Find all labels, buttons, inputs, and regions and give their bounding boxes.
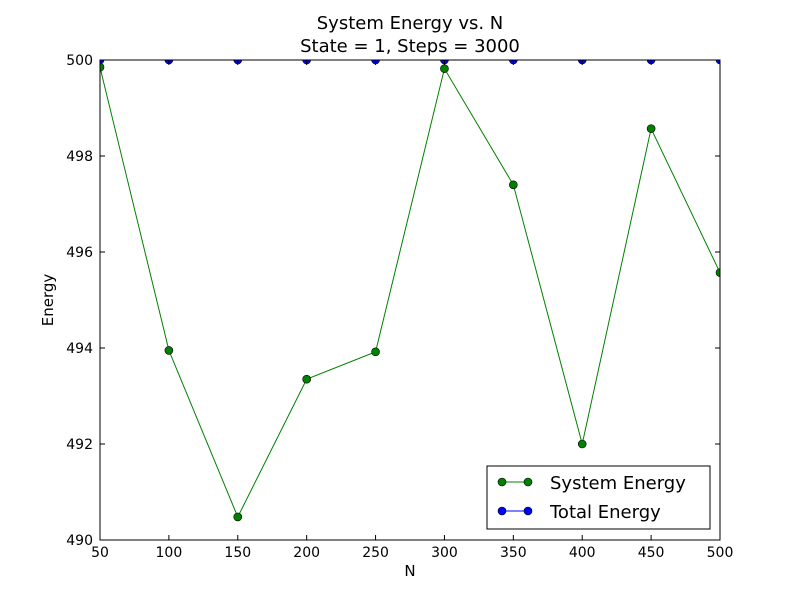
x-axis-label: N — [404, 562, 415, 580]
x-tick-label: 300 — [431, 545, 458, 561]
legend-label-total-energy: Total Energy — [549, 502, 661, 523]
x-tick-label: 100 — [156, 545, 183, 561]
x-tick-label: 250 — [362, 545, 389, 561]
chart-title: System Energy vs. N — [317, 13, 504, 34]
data-point-total-energy — [715, 60, 720, 65]
x-tick-label: 200 — [293, 545, 320, 561]
data-point-system-energy — [371, 347, 380, 357]
x-tick-label: 400 — [569, 545, 596, 561]
y-tick-label: 494 — [66, 341, 93, 357]
x-tick-label: 450 — [638, 545, 665, 561]
y-axis-label: Energy — [39, 274, 57, 327]
x-tick-label: 150 — [224, 545, 251, 561]
data-point-system-energy — [233, 512, 243, 522]
y-tick-label: 500 — [66, 53, 93, 69]
legend-swatch-marker-system-energy — [523, 477, 533, 487]
series-line-system-energy — [100, 67, 720, 519]
data-point-system-energy — [440, 64, 449, 73]
chart-subtitle: State = 1, Steps = 3000 — [300, 36, 520, 57]
legend-box — [486, 465, 711, 530]
data-point-system-energy — [577, 439, 587, 449]
legend-swatch-marker-total-energy — [497, 506, 507, 516]
plot-frame — [99, 59, 721, 541]
y-tick-label: 498 — [66, 149, 93, 165]
y-tick-label: 490 — [66, 533, 93, 549]
data-point-total-energy — [100, 60, 105, 65]
data-point-system-energy — [646, 124, 656, 133]
x-tick-label: 50 — [91, 545, 109, 561]
legend-label-system-energy: System Energy — [550, 473, 686, 494]
data-point-system-energy — [509, 180, 518, 190]
legend-swatch-marker-total-energy — [523, 506, 533, 516]
data-point-system-energy — [100, 62, 105, 72]
data-point-system-energy — [715, 268, 720, 277]
axis-ticks: 50 100 150 200 250 300 350 400 450 500 490 492 494 49… — [66, 53, 733, 561]
legend: System Energy Total Energy — [486, 465, 711, 530]
x-tick-label: 500 — [707, 545, 734, 561]
y-tick-label: 496 — [66, 245, 93, 261]
legend-swatch-marker-system-energy — [497, 477, 507, 487]
data-point-system-energy — [302, 374, 311, 384]
x-tick-label: 350 — [500, 545, 527, 561]
data-point-system-energy — [164, 346, 174, 355]
y-tick-label: 492 — [66, 437, 93, 453]
